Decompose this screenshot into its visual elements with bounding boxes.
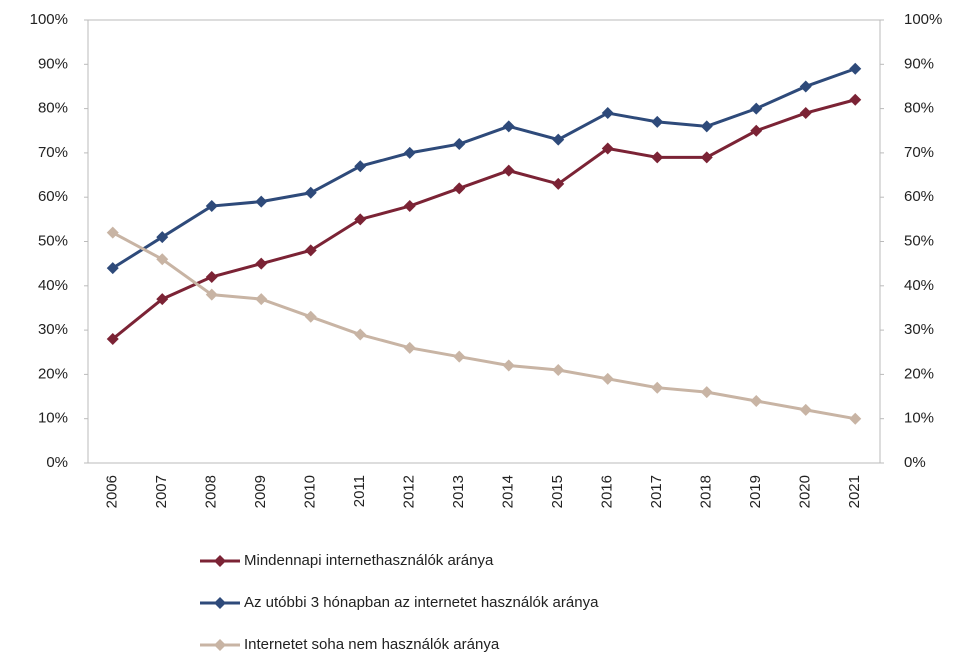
point xyxy=(601,372,614,385)
y-tick-label: 10% xyxy=(38,410,68,427)
series-line xyxy=(111,98,856,341)
x-tick-label: 2011 xyxy=(351,475,368,507)
legend-marker xyxy=(214,639,226,651)
x-tick-label: 2016 xyxy=(599,475,616,508)
y-tick-label: 30% xyxy=(38,321,68,338)
point xyxy=(354,160,367,173)
point xyxy=(750,394,763,407)
point xyxy=(601,142,614,155)
point xyxy=(304,244,317,257)
y-tick-label: 70% xyxy=(38,144,68,161)
point xyxy=(156,231,169,244)
point xyxy=(354,328,367,341)
x-tick-label: 2008 xyxy=(203,475,220,508)
y2-tick-label: 60% xyxy=(904,188,934,205)
point xyxy=(799,403,812,416)
y-tick-label: 100% xyxy=(30,11,68,28)
point xyxy=(799,107,812,120)
point xyxy=(106,226,119,239)
y2-tick-label: 90% xyxy=(904,55,934,72)
legend-label: Mindennapi internethasználók aránya xyxy=(244,552,494,569)
legend-marker xyxy=(214,597,226,609)
point xyxy=(849,62,862,75)
point xyxy=(255,257,268,270)
y2-tick-label: 70% xyxy=(904,144,934,161)
x-tick-label: 2010 xyxy=(302,475,319,508)
point xyxy=(552,363,565,376)
x-tick-label: 2006 xyxy=(104,475,121,508)
point xyxy=(700,120,713,133)
x-tick-label: 2014 xyxy=(500,475,517,508)
point xyxy=(502,359,515,372)
point xyxy=(651,151,664,164)
y-tick-label: 50% xyxy=(38,232,68,249)
point xyxy=(453,138,466,151)
y2-tick-label: 50% xyxy=(904,232,934,249)
point xyxy=(106,262,119,275)
point xyxy=(750,124,763,137)
x-tick-label: 2007 xyxy=(153,475,170,508)
y-tick-label: 60% xyxy=(38,188,68,205)
point xyxy=(205,270,218,283)
point xyxy=(849,412,862,425)
y-tick-label: 0% xyxy=(46,454,68,471)
point xyxy=(403,200,416,213)
point xyxy=(502,120,515,133)
point xyxy=(354,213,367,226)
point xyxy=(403,341,416,354)
x-tick-label: 2013 xyxy=(450,475,467,508)
point xyxy=(552,133,565,146)
point xyxy=(799,80,812,93)
y2-tick-label: 80% xyxy=(904,100,934,117)
point xyxy=(106,332,119,345)
x-tick-label: 2017 xyxy=(648,475,665,508)
point xyxy=(849,93,862,106)
point xyxy=(552,177,565,190)
y2-tick-label: 20% xyxy=(904,365,934,382)
y2-tick-label: 0% xyxy=(904,454,926,471)
point xyxy=(156,253,169,266)
x-tick-label: 2015 xyxy=(549,475,566,508)
x-tick-label: 2021 xyxy=(846,475,863,508)
x-tick-label: 2019 xyxy=(747,475,764,508)
y-tick-label: 20% xyxy=(38,365,68,382)
legend-label: Az utóbbi 3 hónapban az internetet haszn… xyxy=(244,594,599,611)
y-tick-label: 40% xyxy=(38,277,68,294)
point xyxy=(304,186,317,199)
y2-tick-label: 100% xyxy=(904,11,942,28)
point xyxy=(156,293,169,306)
point xyxy=(403,146,416,159)
point xyxy=(651,381,664,394)
point xyxy=(502,164,515,177)
y2-tick-label: 40% xyxy=(904,277,934,294)
point xyxy=(255,195,268,208)
legend-label: Internetet soha nem használók aránya xyxy=(244,636,500,653)
x-tick-label: 2018 xyxy=(698,475,715,508)
point xyxy=(700,386,713,399)
point xyxy=(205,200,218,213)
series-line xyxy=(112,231,856,421)
point xyxy=(700,151,713,164)
point xyxy=(601,107,614,120)
point xyxy=(453,350,466,363)
y-tick-label: 90% xyxy=(38,55,68,72)
point xyxy=(304,310,317,323)
plot-frame xyxy=(87,19,881,464)
point xyxy=(750,102,763,115)
point xyxy=(205,288,218,301)
point xyxy=(255,293,268,306)
point xyxy=(651,115,664,128)
x-tick-label: 2020 xyxy=(797,475,814,508)
x-tick-label: 2009 xyxy=(252,475,269,508)
point xyxy=(453,182,466,195)
legend-marker xyxy=(214,555,226,567)
y2-tick-label: 30% xyxy=(904,321,934,338)
y-tick-label: 80% xyxy=(38,100,68,117)
x-tick-label: 2012 xyxy=(401,475,418,508)
y2-tick-label: 10% xyxy=(904,410,934,427)
series-line xyxy=(111,67,856,270)
